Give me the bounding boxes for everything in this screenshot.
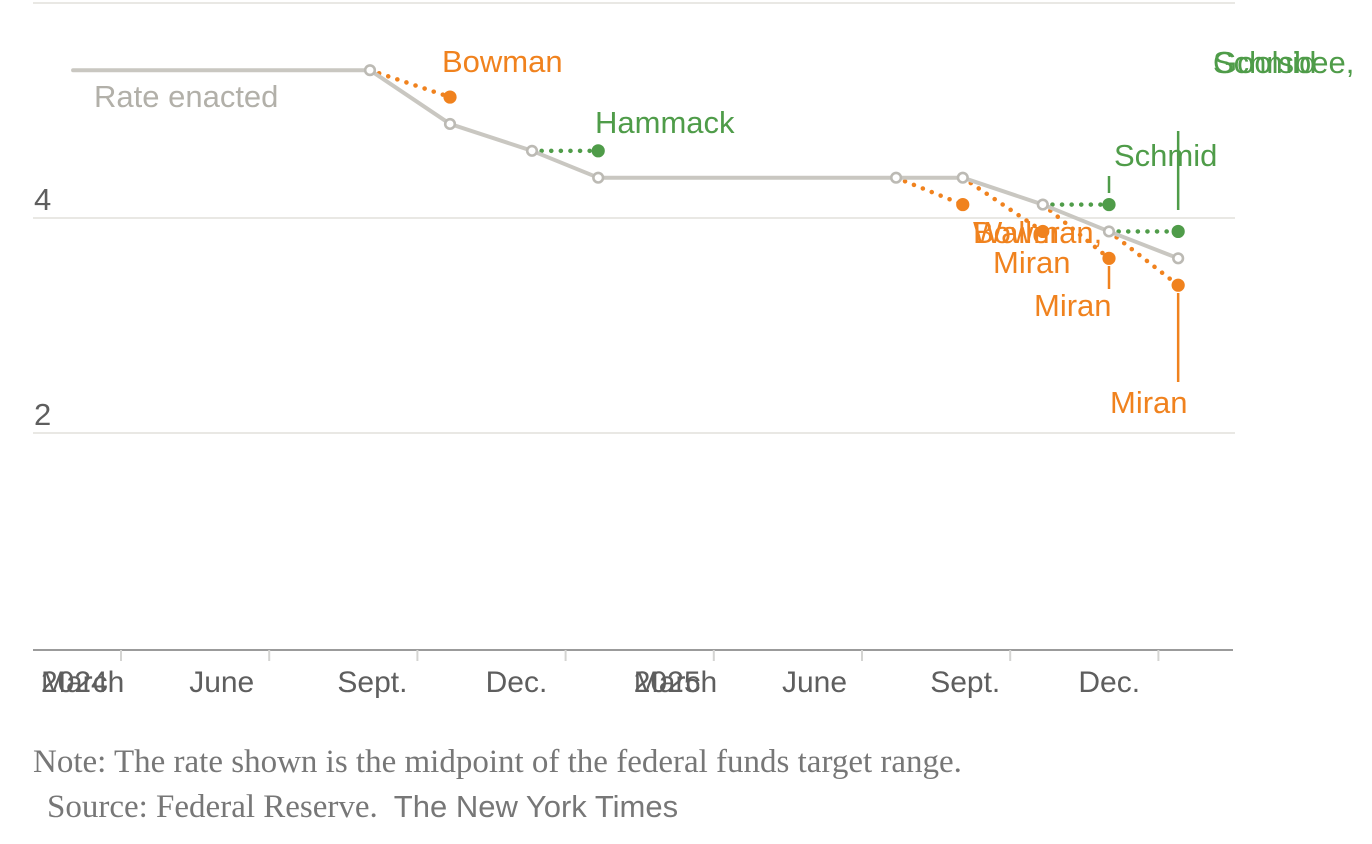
dissent-dot-schmid: [1102, 197, 1116, 212]
credit-text: The New York Times: [393, 789, 679, 824]
meeting-marker: [1036, 198, 1049, 211]
meeting-marker: [592, 171, 605, 184]
meeting-marker: [525, 144, 539, 157]
dissent-dot-miran: [1171, 278, 1185, 292]
dissent-dotted-line: [893, 175, 966, 207]
meeting-marker: [363, 64, 377, 77]
dissent-dotted-line: [367, 67, 453, 100]
dissent-dot-bowman: [443, 90, 457, 104]
dissent-dot-hammack: [591, 144, 605, 158]
dissent-dot-goolsbee-schmid: [1171, 224, 1185, 239]
meeting-marker: [1172, 252, 1185, 265]
meeting-marker: [443, 117, 457, 131]
chart-note: Note: The rate shown is the midpoint of …: [33, 744, 962, 781]
dissent-dotted-line: [960, 175, 1046, 234]
rate-enacted-line: [71, 68, 1181, 261]
note-text: Note: The rate shown is the midpoint of …: [33, 744, 962, 780]
dissent-dotted-line: [1040, 202, 1112, 261]
dissent-dot-bowman-waller: [956, 197, 970, 212]
dissent-dot-miran: [1102, 251, 1116, 265]
chart-source-line: Source: Federal Reserve. The New York Tim…: [47, 789, 678, 826]
source-text: Source: Federal Reserve.: [47, 789, 378, 825]
meeting-marker: [889, 171, 903, 184]
meeting-marker: [956, 171, 969, 184]
meeting-marker: [1102, 225, 1116, 238]
dissent-dotted-line: [1106, 229, 1181, 288]
dissent-dot-miran: [1036, 224, 1050, 239]
